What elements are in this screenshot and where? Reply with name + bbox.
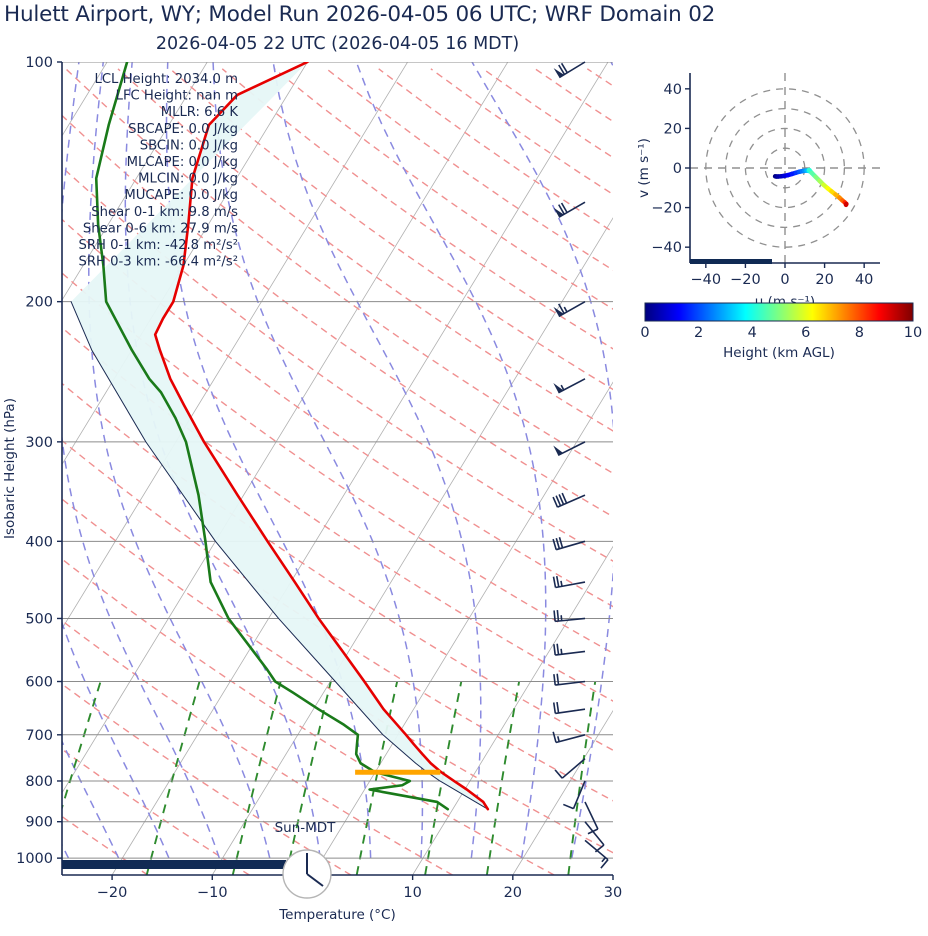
svg-text:−20: −20 xyxy=(730,272,761,288)
svg-text:LCL Height: 2034.0 m: LCL Height: 2034.0 m xyxy=(94,72,238,87)
svg-text:400: 400 xyxy=(25,534,53,550)
svg-text:MLCAPE: 0.0 J/kg: MLCAPE: 0.0 J/kg xyxy=(127,155,238,170)
height-colorbar: 0 2 4 6 8 10 Height (km AGL) xyxy=(640,302,922,361)
clock-icon xyxy=(282,849,332,899)
wind-barb-column xyxy=(552,61,609,869)
skewt-diagram: 1002003004005006007008009001000−20−10010… xyxy=(2,55,622,923)
skewt-gridlines xyxy=(62,62,613,875)
svg-text:6: 6 xyxy=(801,325,810,341)
svg-text:−10: −10 xyxy=(197,885,228,901)
svg-text:−40: −40 xyxy=(691,272,722,288)
svg-text:Shear 0-6 km: 27.9 m/s: Shear 0-6 km: 27.9 m/s xyxy=(83,221,238,236)
svg-text:Height (km AGL): Height (km AGL) xyxy=(723,345,835,361)
svg-text:Temperature (°C): Temperature (°C) xyxy=(278,907,396,923)
svg-text:40: 40 xyxy=(664,82,682,98)
svg-text:−20: −20 xyxy=(651,201,682,217)
svg-text:300: 300 xyxy=(25,435,53,451)
svg-text:10: 10 xyxy=(403,885,421,901)
svg-text:20: 20 xyxy=(664,121,682,137)
svg-text:4: 4 xyxy=(748,325,757,341)
svg-text:900: 900 xyxy=(25,815,53,831)
svg-text:LFC Height: nan m: LFC Height: nan m xyxy=(116,89,238,104)
skewt-traces xyxy=(70,62,490,811)
svg-text:SRH 0-3 km: -66.4 m²/s²: SRH 0-3 km: -66.4 m²/s² xyxy=(78,255,238,270)
svg-text:2: 2 xyxy=(694,325,703,341)
svg-text:Isobaric Height (hPa): Isobaric Height (hPa) xyxy=(2,398,18,539)
svg-text:0: 0 xyxy=(673,161,682,177)
svg-text:30: 30 xyxy=(604,885,622,901)
svg-text:40: 40 xyxy=(855,272,873,288)
svg-text:20: 20 xyxy=(815,272,833,288)
svg-text:MLCIN: 0.0 J/kg: MLCIN: 0.0 J/kg xyxy=(138,172,238,187)
page-title: Hulett Airport, WY; Model Run 2026-04-05… xyxy=(4,2,716,27)
hodograph-trace xyxy=(772,167,849,208)
svg-text:500: 500 xyxy=(25,611,53,627)
svg-text:SBCAPE: 0.0 J/kg: SBCAPE: 0.0 J/kg xyxy=(128,122,238,137)
svg-text:20: 20 xyxy=(504,885,522,901)
hodograph-rings xyxy=(690,73,880,263)
svg-text:Sun-MDT: Sun-MDT xyxy=(275,820,337,836)
svg-text:MLLR: 6.6 K: MLLR: 6.6 K xyxy=(161,105,239,120)
svg-text:600: 600 xyxy=(25,675,53,691)
svg-text:10: 10 xyxy=(904,325,922,341)
svg-text:0: 0 xyxy=(780,272,789,288)
svg-text:v (m s⁻¹): v (m s⁻¹) xyxy=(636,138,652,198)
svg-text:SRH 0-1 km: -42.8 m²/s²: SRH 0-1 km: -42.8 m²/s² xyxy=(78,238,238,253)
parameter-text-box: LCL Height: 2034.0 m LFC Height: nan mMLL… xyxy=(78,72,238,270)
svg-text:200: 200 xyxy=(25,295,53,311)
svg-text:SBCIN: 0.0 J/kg: SBCIN: 0.0 J/kg xyxy=(140,138,238,153)
skewt-axes: 1002003004005006007008009001000−20−10010… xyxy=(2,55,622,923)
svg-text:1000: 1000 xyxy=(16,851,53,867)
svg-text:Shear 0-1 km: 9.8 m/s: Shear 0-1 km: 9.8 m/s xyxy=(91,205,238,220)
svg-text:700: 700 xyxy=(25,728,53,744)
svg-text:0: 0 xyxy=(640,325,649,341)
svg-text:800: 800 xyxy=(25,774,53,790)
page-subtitle: 2026-04-05 22 UTC (2026-04-05 16 MDT) xyxy=(155,34,520,54)
svg-text:100: 100 xyxy=(25,55,53,71)
svg-text:−40: −40 xyxy=(651,240,682,256)
svg-text:−20: −20 xyxy=(97,885,128,901)
svg-text:8: 8 xyxy=(855,325,864,341)
svg-text:MUCAPE: 0.0 J/kg: MUCAPE: 0.0 J/kg xyxy=(124,188,238,203)
